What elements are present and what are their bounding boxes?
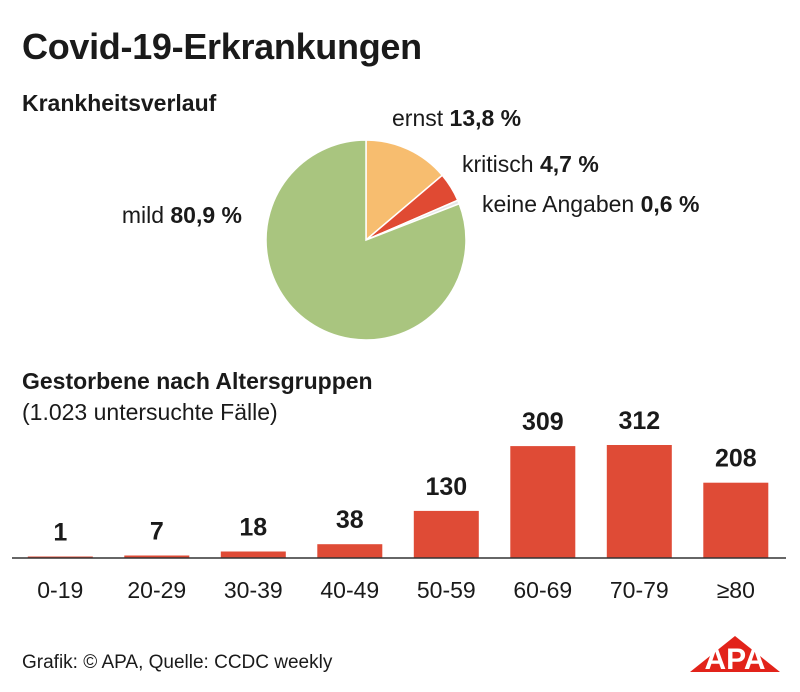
bar-60-69 <box>510 446 576 558</box>
x-tick-label: ≥80 <box>717 577 755 603</box>
bar-value-label: 130 <box>425 473 467 501</box>
x-tick-label: 0-19 <box>37 577 83 603</box>
bar-70-79 <box>606 445 672 558</box>
bar-value-label: 7 <box>150 518 164 546</box>
x-tick-label: 20-29 <box>127 577 186 603</box>
apa-logo-text: APA <box>704 643 765 676</box>
pie-chart-title: Krankheitsverlauf <box>22 90 217 116</box>
apa-logo: APA <box>690 636 780 676</box>
bar-value-label: 18 <box>239 514 267 542</box>
pie-label-mild: mild 80,9 % <box>122 202 242 228</box>
bar-chart-subtitle: (1.023 untersuchte Fälle) <box>22 399 278 425</box>
pie-slice-mild <box>265 139 467 341</box>
pie-slice-ernst <box>365 139 444 242</box>
bar-30-39 <box>220 551 286 558</box>
x-tick-label: 60-69 <box>513 577 572 603</box>
pie-label-kritisch: kritisch 4,7 % <box>462 151 599 177</box>
bar-value-label: 208 <box>715 445 757 473</box>
source-credit: Grafik: © APA, Quelle: CCDC weekly <box>22 652 333 673</box>
bar-value-label: 309 <box>522 408 564 436</box>
pie-label-ernst: ernst 13,8 % <box>392 105 521 131</box>
bar-50-59 <box>413 510 479 558</box>
bar--80 <box>703 482 769 558</box>
bar-40-49 <box>317 544 383 558</box>
pie-label-keine-angaben: keine Angaben 0,6 % <box>482 191 699 217</box>
bar-value-label: 312 <box>618 407 660 435</box>
bar-value-label: 38 <box>336 506 364 534</box>
bar-20-29 <box>124 555 190 558</box>
chart-title: Covid-19-Erkrankungen <box>22 26 422 67</box>
x-tick-label: 50-59 <box>417 577 476 603</box>
bar-chart-title: Gestorbene nach Altersgruppen <box>22 368 373 394</box>
x-tick-label: 40-49 <box>320 577 379 603</box>
bar-value-label: 1 <box>53 519 67 547</box>
x-tick-label: 30-39 <box>224 577 283 603</box>
x-tick-label: 70-79 <box>610 577 669 603</box>
